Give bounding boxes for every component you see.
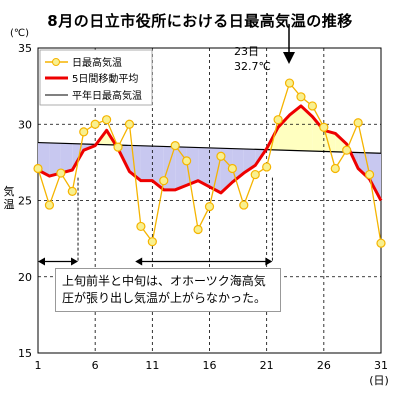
peak-value-label: 32.7℃	[234, 60, 271, 73]
legend-label-avg: 5日間移動平均	[72, 72, 138, 85]
data-point-day-8	[113, 142, 123, 152]
period-arrow-head-right	[71, 257, 79, 266]
peak-day-label: 23日	[234, 45, 259, 58]
data-point-day-20	[250, 169, 260, 180]
data-point-day-11	[147, 237, 157, 247]
chart-title: 8月の日立市役所における日最高気温の推移	[47, 12, 353, 30]
x-tick-label: 1	[35, 359, 42, 372]
y-tick-label: 25	[18, 195, 32, 208]
note-line-2: 圧が張り出し気温が上がらなかった。	[62, 291, 267, 305]
period-arrow-head-left	[135, 257, 143, 266]
y-tick-label: 30	[18, 118, 32, 131]
data-point-day-10	[136, 221, 146, 232]
y-tick-label: 15	[18, 347, 32, 360]
data-point-day-31	[376, 238, 386, 248]
deviation-fill	[140, 145, 153, 181]
data-point-day-14	[182, 156, 192, 166]
data-point-day-17	[216, 151, 226, 161]
deviation-fill	[312, 116, 324, 152]
period-arrow-head-left	[38, 257, 45, 266]
data-point-day-19	[239, 200, 249, 210]
legend: 日最高気温 5日間移動平均 平年日最高気温	[39, 49, 153, 106]
data-point-day-23	[284, 78, 295, 88]
data-point-day-22	[273, 115, 283, 125]
y-axis-label: 気温	[3, 185, 15, 211]
data-point-day-16	[204, 202, 215, 212]
data-point-day-29	[353, 118, 363, 128]
data-point-day-13	[170, 141, 180, 151]
data-point-day-1	[33, 163, 43, 174]
data-point-day-26	[319, 122, 329, 132]
data-point-day-18	[227, 163, 237, 174]
data-point-day-5	[79, 127, 89, 137]
x-tick-label: 31	[374, 359, 388, 372]
data-point-day-25	[307, 101, 317, 111]
data-point-day-3	[56, 168, 66, 178]
x-axis-unit: (日)	[369, 374, 389, 387]
y-tick-label: 20	[18, 271, 32, 284]
legend-label-daily: 日最高気温	[72, 56, 122, 69]
deviation-fill	[49, 142, 61, 177]
legend-label-normal: 平年日最高気温	[72, 89, 142, 102]
deviation-fill	[289, 106, 301, 151]
data-point-day-15	[193, 224, 203, 235]
x-tick-label: 6	[92, 359, 99, 372]
annotation-note: 上旬前半と中旬は、オホーツク海高気 圧が張り出し気温が上がらなかった。	[55, 268, 281, 312]
data-point-day-21	[262, 162, 272, 172]
data-point-day-27	[330, 163, 340, 174]
data-point-day-9	[124, 119, 135, 129]
y-axis-unit: (℃)	[10, 28, 30, 39]
deviation-fill	[60, 143, 73, 173]
deviation-fill	[301, 106, 313, 152]
deviation-fill	[369, 152, 381, 201]
data-point-day-12	[159, 176, 169, 186]
x-tick-label: 11	[145, 359, 159, 372]
deviation-fill	[198, 147, 210, 187]
data-point-day-4	[67, 186, 77, 196]
data-point-day-30	[364, 169, 375, 180]
data-point-day-7	[101, 115, 112, 125]
data-point-day-2	[44, 200, 55, 210]
period-arrow-head-right	[265, 257, 273, 266]
x-tick-label: 26	[317, 359, 331, 372]
deviation-fill	[186, 147, 199, 186]
data-point-day-24	[296, 92, 306, 102]
y-tick-label: 35	[18, 42, 32, 55]
x-tick-label: 21	[260, 359, 274, 372]
legend-marker-daily	[52, 58, 60, 66]
note-line-1: 上旬前半と中旬は、オホーツク海高気	[62, 274, 266, 288]
peak-callout: 23日 32.7℃	[234, 44, 271, 74]
data-point-day-6	[90, 119, 100, 129]
x-tick-label: 16	[203, 359, 217, 372]
data-point-day-28	[342, 145, 352, 155]
